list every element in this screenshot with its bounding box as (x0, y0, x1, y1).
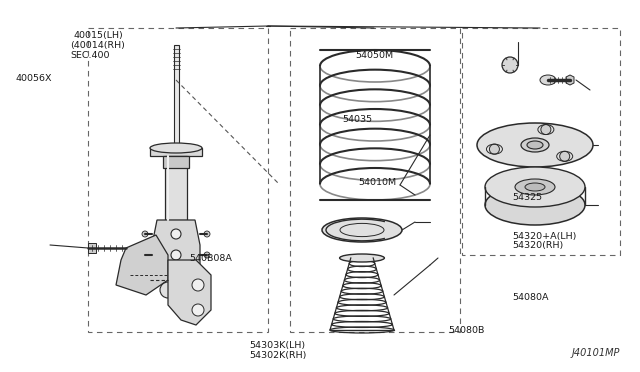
Polygon shape (566, 75, 574, 85)
Text: 54080A: 54080A (512, 293, 548, 302)
Polygon shape (150, 148, 202, 156)
Ellipse shape (340, 254, 385, 262)
Polygon shape (165, 156, 187, 220)
Text: 54325: 54325 (512, 193, 542, 202)
Ellipse shape (515, 179, 555, 195)
Circle shape (204, 231, 210, 237)
Polygon shape (116, 235, 168, 295)
Text: 54080B: 54080B (448, 326, 484, 335)
Circle shape (560, 151, 570, 161)
Text: 54320+A(LH): 54320+A(LH) (512, 232, 577, 241)
Polygon shape (168, 260, 211, 325)
Circle shape (160, 282, 176, 298)
Circle shape (192, 304, 204, 316)
Ellipse shape (485, 185, 585, 225)
Circle shape (192, 279, 204, 291)
Polygon shape (152, 220, 200, 270)
Circle shape (142, 252, 148, 258)
Circle shape (541, 125, 551, 135)
Ellipse shape (150, 143, 202, 153)
Ellipse shape (540, 75, 556, 85)
Text: 54035: 54035 (342, 115, 372, 124)
Text: 54320(RH): 54320(RH) (512, 241, 563, 250)
Text: 54050M: 54050M (355, 51, 394, 60)
Ellipse shape (322, 218, 402, 242)
Ellipse shape (527, 141, 543, 149)
Ellipse shape (485, 167, 585, 207)
Circle shape (171, 250, 181, 260)
Circle shape (502, 57, 518, 73)
Text: SEC.400: SEC.400 (70, 51, 110, 60)
Circle shape (490, 144, 499, 154)
Text: J40101MP: J40101MP (572, 348, 620, 358)
Circle shape (142, 231, 148, 237)
Polygon shape (163, 156, 189, 168)
Ellipse shape (477, 123, 593, 167)
Text: 54010M: 54010M (358, 178, 397, 187)
Ellipse shape (525, 183, 545, 191)
Text: 54302K(RH): 54302K(RH) (250, 351, 307, 360)
Ellipse shape (521, 138, 549, 152)
Polygon shape (88, 243, 96, 253)
Circle shape (171, 229, 181, 239)
Text: 40015(LH): 40015(LH) (74, 31, 124, 40)
Text: (40014(RH): (40014(RH) (70, 41, 125, 50)
Circle shape (204, 252, 210, 258)
Text: 540B08A: 540B08A (189, 254, 232, 263)
Polygon shape (173, 45, 179, 148)
Text: 54303K(LH): 54303K(LH) (250, 341, 306, 350)
Text: 40056X: 40056X (16, 74, 52, 83)
